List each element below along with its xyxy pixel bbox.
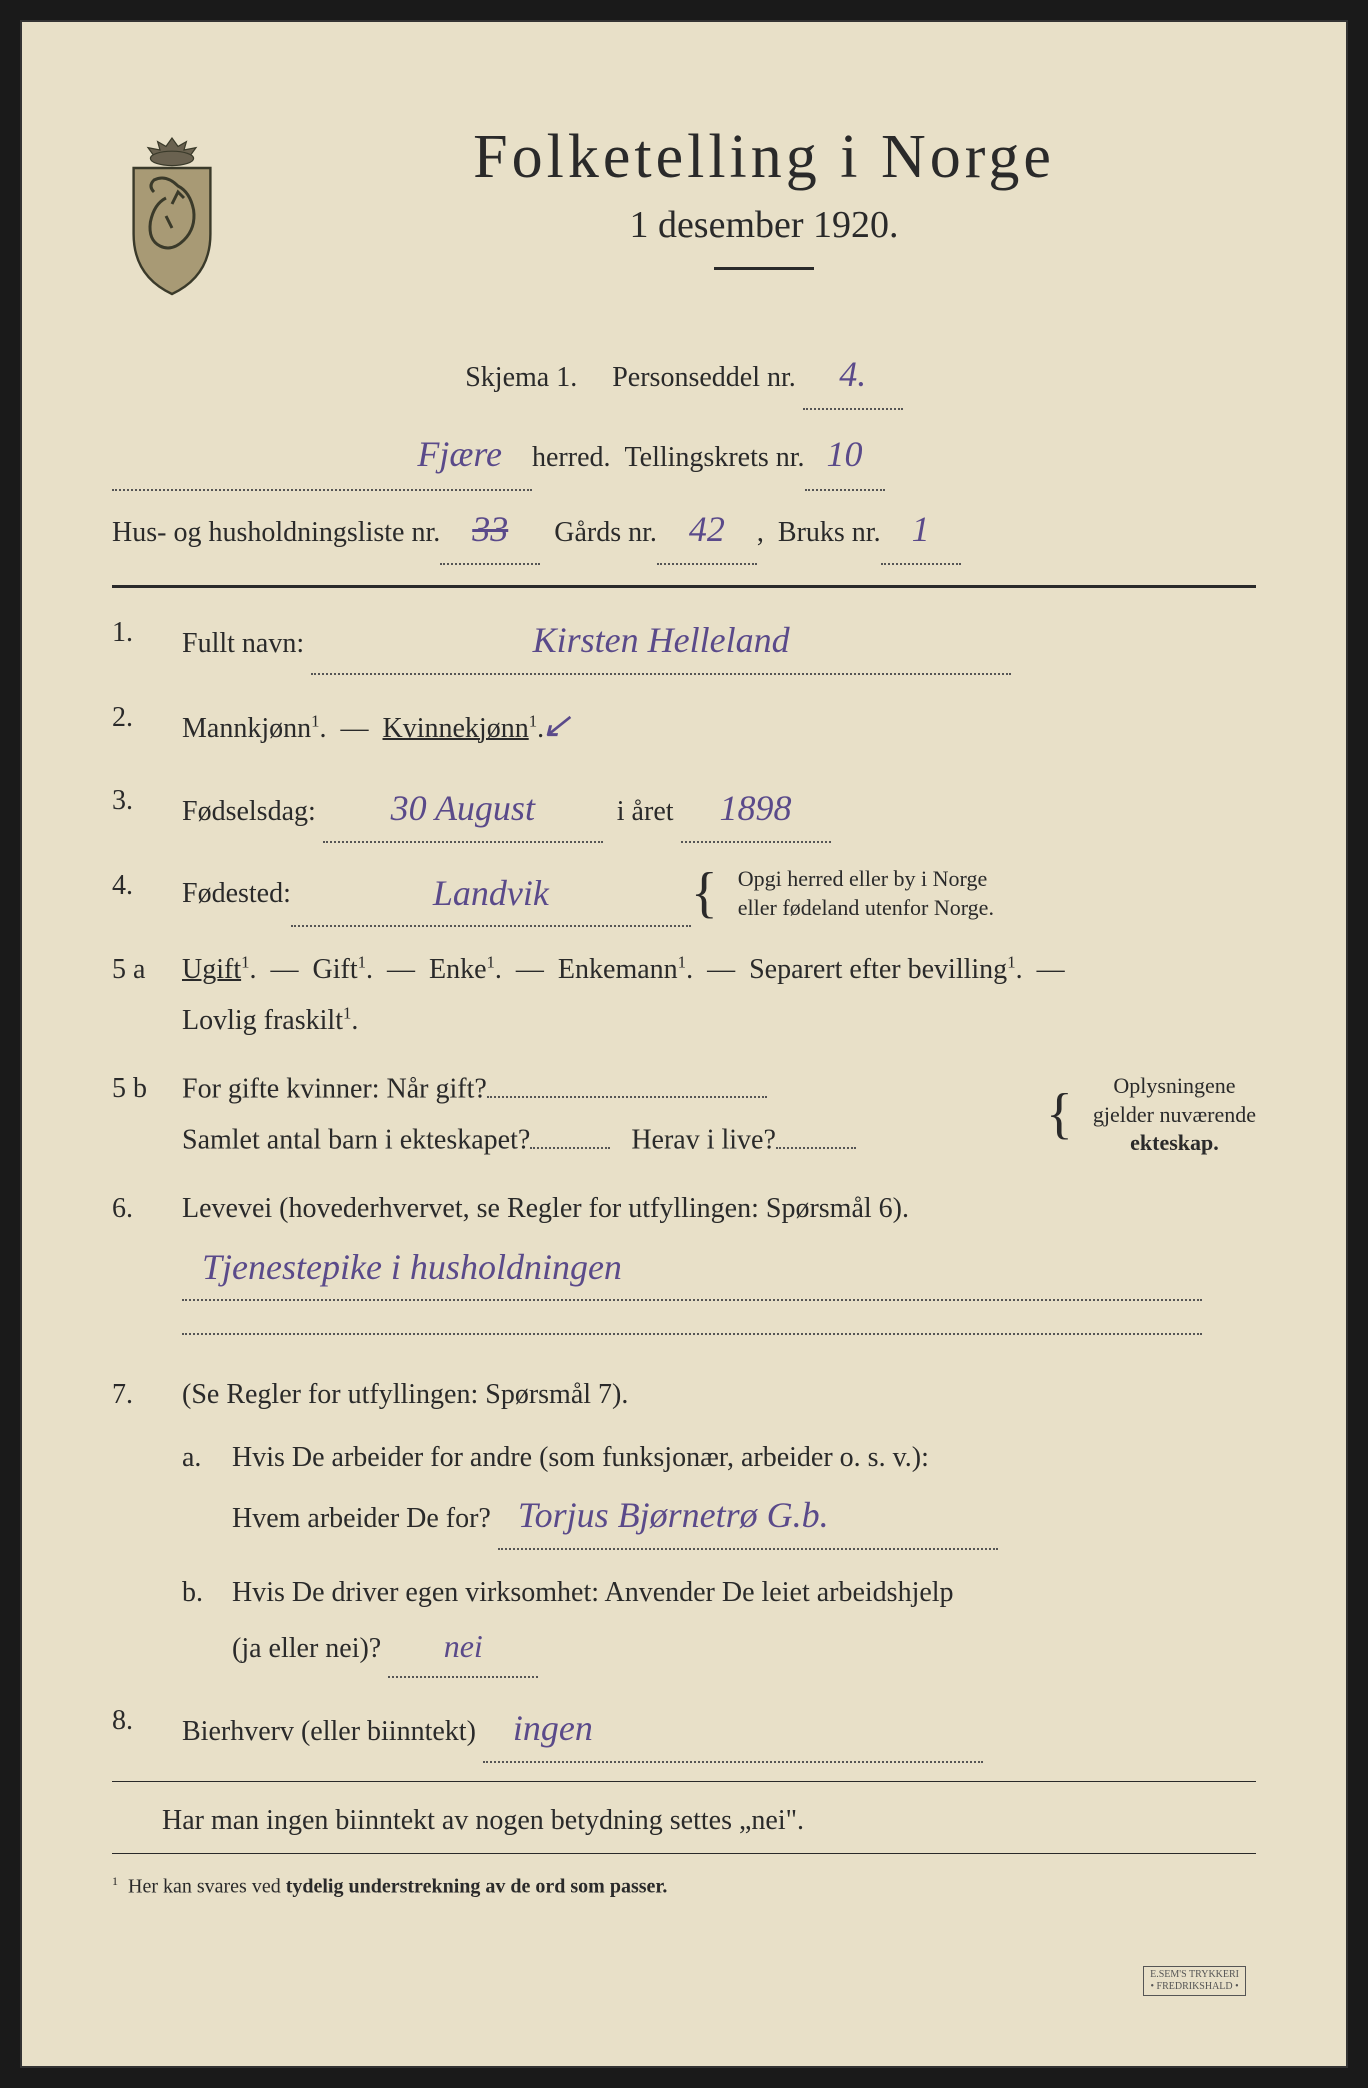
q3-row: 3. Fødselsdag: 30 August i året 1898	[112, 776, 1256, 843]
main-title: Folketelling i Norge	[272, 122, 1256, 193]
q5a-enke: Enke	[429, 954, 487, 985]
q8-value: ingen	[483, 1696, 983, 1763]
q7-num: 7.	[112, 1370, 182, 1678]
q5a-separert: Separert efter bevilling	[749, 954, 1007, 985]
q1-value: Kirsten Helleland	[311, 608, 1011, 675]
meta-line-1: Skjema 1. Personseddel nr. 4.	[112, 340, 1256, 410]
q1-label: Fullt navn:	[182, 628, 304, 659]
q7a-text1: Hvis De arbeider for andre (som funksjon…	[232, 1442, 929, 1473]
meta-line-3: Hus- og husholdningsliste nr. 33 Gårds n…	[112, 495, 1256, 565]
q3-year: 1898	[681, 776, 831, 843]
tellingskrets-nr: 10	[805, 420, 885, 490]
q6-label: Levevei (hovederhvervet, se Regler for u…	[182, 1193, 909, 1224]
bruks-label: Bruks nr.	[778, 506, 881, 559]
coat-of-arms-icon	[112, 132, 232, 292]
q7-row: 7. (Se Regler for utfyllingen: Spørsmål …	[112, 1370, 1256, 1678]
q2-opt-a: Mannkjønn	[182, 713, 311, 744]
q3-num: 3.	[112, 776, 182, 843]
q7b-text2: (ja eller nei)?	[232, 1633, 381, 1664]
herred-label: herred.	[532, 431, 611, 484]
q6-value: Tjenestepike i husholdningen	[182, 1235, 1202, 1302]
q4-row: 4. Fødested: Landvik { Opgi herred eller…	[112, 861, 1256, 928]
divider	[112, 1781, 1256, 1782]
footer-note1: Har man ingen biinntekt av nogen betydni…	[112, 1794, 1256, 1847]
q1-num: 1.	[112, 608, 182, 675]
q5a-enkemann: Enkemann	[558, 954, 678, 985]
q4-value: Landvik	[291, 861, 691, 928]
divider	[112, 585, 1256, 588]
q1-row: 1. Fullt navn: Kirsten Helleland	[112, 608, 1256, 675]
q7-label: (Se Regler for utfyllingen: Spørsmål 7).	[182, 1379, 628, 1410]
header: Folketelling i Norge 1 desember 1920.	[112, 122, 1256, 300]
q5b-note: Oplysningene gjelder nuværende ekteskap.	[1093, 1072, 1256, 1158]
q4-label: Fødested:	[182, 869, 291, 919]
personseddel-nr: 4.	[803, 340, 903, 410]
q6-num: 6.	[112, 1184, 182, 1352]
q8-label: Bierhverv (eller biinntekt)	[182, 1716, 476, 1747]
meta-line-2: Fjære herred. Tellingskrets nr. 10	[112, 420, 1256, 490]
q7b-value: nei	[388, 1618, 538, 1678]
q2-opt-b: Kvinnekjønn	[383, 713, 529, 744]
q5b-num: 5 b	[112, 1064, 182, 1166]
footnote: 1 Her kan svares ved tydelig understrekn…	[112, 1874, 1256, 1899]
q5a-ugift: Ugift	[182, 954, 241, 985]
hus-label: Hus- og husholdningsliste nr.	[112, 506, 440, 559]
personseddel-label: Personseddel nr.	[612, 362, 796, 393]
q7b-text1: Hvis De driver egen virksomhet: Anvender…	[232, 1577, 954, 1608]
q3-year-label: i året	[617, 796, 674, 827]
q4-num: 4.	[112, 861, 182, 928]
divider	[112, 1853, 1256, 1854]
herred-name: Fjære	[112, 420, 532, 490]
q7b-label: b.	[182, 1568, 232, 1678]
gards-nr: 42	[657, 495, 757, 565]
skjema-label: Skjema 1.	[465, 362, 577, 393]
q7a-label: a.	[182, 1433, 232, 1550]
sub-title: 1 desember 1920.	[272, 203, 1256, 247]
q5b-l2: Samlet antal barn i ekteskapet?	[182, 1125, 530, 1156]
q8-row: 8. Bierhverv (eller biinntekt) ingen	[112, 1696, 1256, 1763]
q5a-gift: Gift	[313, 954, 358, 985]
brace-icon: {	[1046, 1098, 1073, 1132]
bruks-nr: 1	[881, 495, 961, 565]
title-rule	[714, 267, 814, 270]
q7a-value: Torjus Bjørnetrø G.b.	[498, 1483, 998, 1550]
hus-nr: 33	[472, 509, 508, 549]
title-block: Folketelling i Norge 1 desember 1920.	[272, 122, 1256, 300]
q2-row: 2. Mannkjønn1. — Kvinnekjønn1. ↙	[112, 693, 1256, 758]
q2-num: 2.	[112, 693, 182, 758]
q6-row: 6. Levevei (hovederhvervet, se Regler fo…	[112, 1184, 1256, 1352]
q4-note: Opgi herred eller by i Norge eller fødel…	[738, 865, 994, 922]
gards-label: Gårds nr.	[554, 506, 657, 559]
q5b-l1: For gifte kvinner: Når gift?	[182, 1074, 487, 1105]
q5a-row: 5 a Ugift1. — Gift1. — Enke1. — Enkemann…	[112, 945, 1256, 1046]
brace-icon: {	[691, 877, 718, 911]
printer-stamp: E.SEM'S TRYKKERI • FREDRIKSHALD •	[1143, 1966, 1246, 1996]
q5b-l3: Herav i live?	[631, 1125, 776, 1156]
q5b-row: 5 b For gifte kvinner: Når gift? Samlet …	[112, 1064, 1256, 1166]
q8-num: 8.	[112, 1696, 182, 1763]
q3-day: 30 August	[323, 776, 603, 843]
census-form-page: Folketelling i Norge 1 desember 1920. Sk…	[20, 20, 1348, 2068]
tellingskrets-label: Tellingskrets nr.	[625, 431, 805, 484]
q5a-num: 5 a	[112, 945, 182, 1046]
q3-label: Fødselsdag:	[182, 796, 316, 827]
q5a-fraskilt: Lovlig fraskilt	[182, 1005, 343, 1036]
q7a-text2: Hvem arbeider De for?	[232, 1503, 491, 1534]
